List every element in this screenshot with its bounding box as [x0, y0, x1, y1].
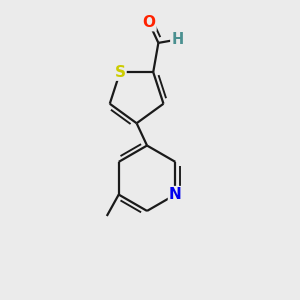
- Text: H: H: [171, 32, 184, 47]
- Text: O: O: [142, 15, 155, 30]
- Text: S: S: [115, 65, 125, 80]
- Text: N: N: [169, 187, 182, 202]
